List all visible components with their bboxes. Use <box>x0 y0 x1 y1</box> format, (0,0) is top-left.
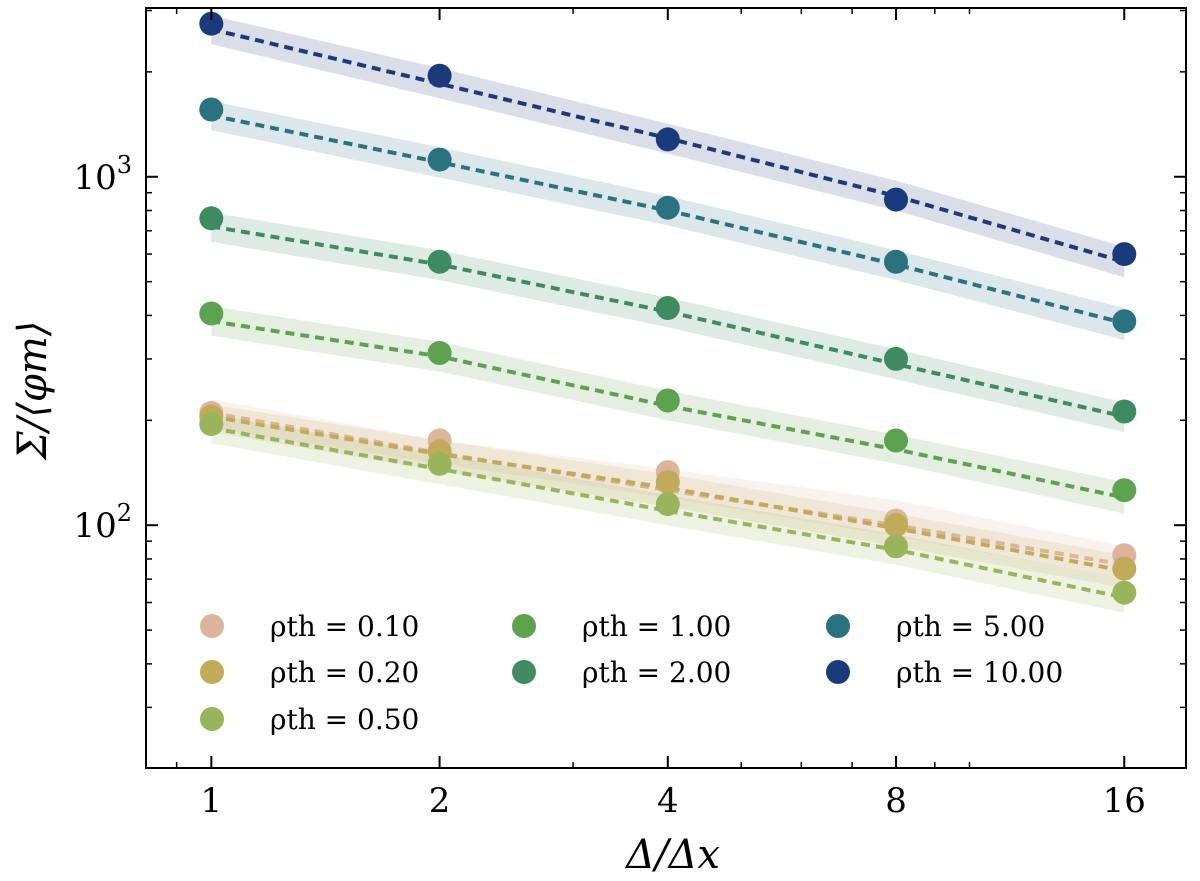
point-series-2-1 <box>427 451 452 476</box>
point-series-5-3 <box>884 249 908 274</box>
point-series-2-4 <box>1112 580 1137 605</box>
fit-line-series-4 <box>210 224 1125 419</box>
point-series-6-1 <box>427 63 452 88</box>
y-tick-label: 103 <box>73 151 132 198</box>
legend-marker-4 <box>512 660 536 684</box>
x-tick-label: 16 <box>1103 781 1146 821</box>
legend-label-0: ρth = 0.10 <box>270 610 419 643</box>
y-tick-label: 102 <box>73 499 132 546</box>
point-series-6-2 <box>655 127 680 152</box>
fit-line-series-1 <box>210 414 1125 573</box>
legend-label-1: ρth = 0.20 <box>270 656 419 689</box>
point-series-2-2 <box>655 492 680 517</box>
point-series-4-0 <box>199 206 224 231</box>
legend-label-4: ρth = 2.00 <box>582 656 731 689</box>
legend-label-3: ρth = 1.00 <box>582 610 731 643</box>
ticks-layer <box>146 8 1186 768</box>
point-series-2-0 <box>199 412 224 437</box>
fit-line-series-2 <box>210 426 1125 600</box>
fit-line-series-3 <box>210 319 1125 500</box>
legend-label-5: ρth = 5.00 <box>896 610 1045 643</box>
point-series-5-2 <box>655 195 680 220</box>
point-series-5-0 <box>199 97 224 122</box>
point-series-1-3 <box>884 513 908 538</box>
point-series-5-4 <box>1112 309 1137 334</box>
legend-marker-3 <box>512 614 536 638</box>
legend-marker-5 <box>826 614 850 638</box>
legend-marker-0 <box>200 614 224 638</box>
tick-labels-layer: 1 2 4 8 16 102 103 <box>73 151 1145 821</box>
legend: ρth = 0.10 ρth = 0.20 ρth = 0.50 ρth = 1.00… <box>200 610 1063 736</box>
point-series-4-4 <box>1112 399 1137 424</box>
legend-label-6: ρth = 10.00 <box>896 656 1063 689</box>
point-series-3-4 <box>1112 478 1137 503</box>
legend-label-2: ρth = 0.50 <box>270 703 419 736</box>
points-layer <box>199 11 1137 605</box>
x-tick-label: 1 <box>201 781 223 821</box>
point-series-4-3 <box>884 346 908 371</box>
point-series-3-2 <box>655 388 680 413</box>
point-series-2-3 <box>884 534 908 559</box>
legend-marker-1 <box>200 660 224 684</box>
point-series-3-3 <box>884 428 908 453</box>
point-series-3-1 <box>427 341 452 365</box>
point-series-1-2 <box>655 470 680 494</box>
point-series-4-2 <box>655 296 680 320</box>
point-series-6-4 <box>1112 242 1137 267</box>
point-series-4-1 <box>427 249 452 274</box>
y-axis-label: Σ/⟨φm⟩ <box>10 321 56 462</box>
legend-marker-6 <box>826 660 850 684</box>
x-tick-label: 4 <box>657 781 679 821</box>
plot-frame <box>145 7 1187 769</box>
x-axis-label: Δ/Δx <box>624 832 720 878</box>
x-tick-label: 2 <box>429 781 451 821</box>
point-series-1-4 <box>1112 556 1137 581</box>
point-series-6-0 <box>199 11 224 36</box>
legend-marker-2 <box>200 707 224 731</box>
point-series-6-3 <box>884 187 908 212</box>
x-tick-label: 8 <box>885 781 907 821</box>
point-series-3-0 <box>199 301 224 326</box>
point-series-5-1 <box>427 147 452 172</box>
